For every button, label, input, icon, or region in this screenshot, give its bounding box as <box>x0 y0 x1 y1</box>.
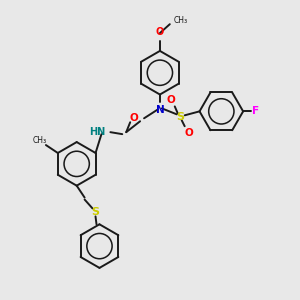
Text: O: O <box>184 128 193 138</box>
Text: N: N <box>155 105 164 116</box>
Text: HN: HN <box>89 127 105 137</box>
Text: S: S <box>177 112 185 122</box>
Text: CH₃: CH₃ <box>33 136 47 145</box>
Text: F: F <box>252 106 260 116</box>
Text: O: O <box>167 95 175 106</box>
Text: O: O <box>130 113 139 123</box>
Text: S: S <box>92 207 100 218</box>
Text: CH₃: CH₃ <box>174 16 188 25</box>
Text: O: O <box>156 27 164 37</box>
